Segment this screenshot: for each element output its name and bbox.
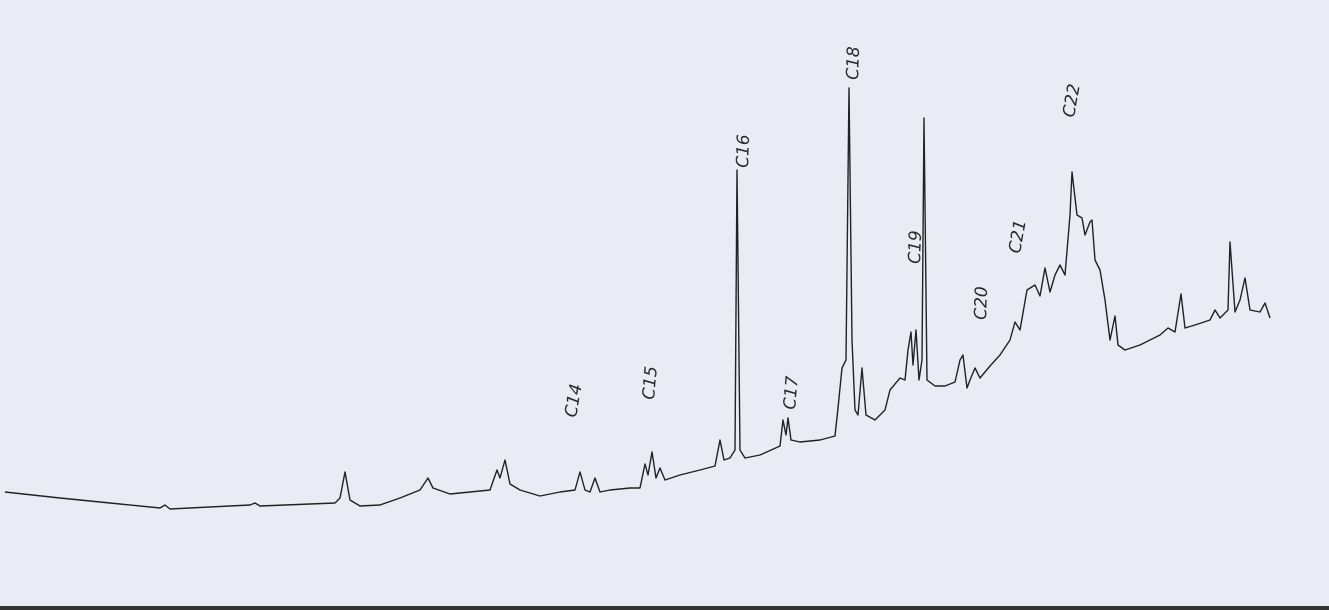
peak-label: C17 (780, 375, 803, 410)
peak-label: C19 (905, 230, 926, 264)
bottom-edge (0, 606, 1329, 610)
peak-label: C16 (733, 134, 754, 168)
paper (0, 0, 1329, 606)
peak-label: C18 (843, 46, 864, 80)
peak-label: C15 (639, 365, 662, 400)
chromatogram: C14 C15 C16 C17 C18 C19 C20 C21 C22 (0, 0, 1329, 610)
peak-label: C20 (971, 286, 992, 320)
page: C14 C15 C16 C17 C18 C19 C20 C21 C22 (() … (0, 0, 1329, 610)
